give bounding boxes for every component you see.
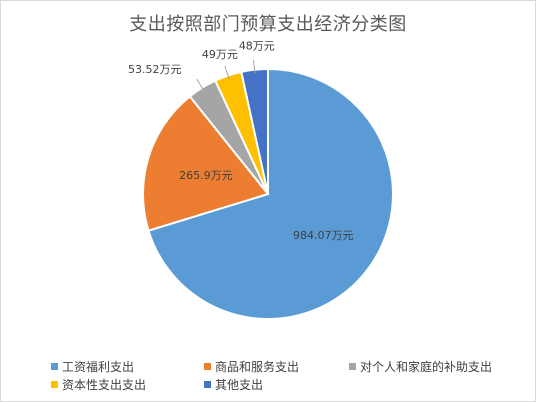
legend: 工资福利支出 商品和服务支出 对个人和家庭的补助支出 资本性支出支出 其他支出 [1, 350, 535, 400]
legend-label: 对个人和家庭的补助支出 [360, 360, 493, 374]
legend-label: 工资福利支出 [62, 360, 135, 374]
leader-line [252, 59, 256, 74]
legend-swatch [349, 363, 356, 370]
data-label-household-subsidies: 53.52万元 [128, 63, 182, 76]
chart-title: 支出按照部门预算支出经济分类图 [129, 14, 407, 35]
data-label-wages-benefits: 984.07万元 [293, 229, 354, 242]
legend-swatch [204, 381, 211, 388]
legend-item-wages-benefits: 工资福利支出 [51, 358, 134, 375]
legend-item-goods-services: 商品和服务支出 [204, 358, 299, 375]
legend-item-other-expenditure: 其他支出 [204, 376, 263, 393]
legend-label: 资本性支出支出 [62, 378, 147, 392]
legend-swatch [51, 363, 58, 370]
legend-swatch [204, 363, 211, 370]
pie-slice-goods-services [142, 95, 270, 232]
legend-item-capital-expenditure: 资本性支出支出 [51, 376, 146, 393]
data-label-other-expenditure: 48万元 [239, 40, 275, 53]
legend-item-household-subsidies: 对个人和家庭的补助支出 [349, 358, 492, 375]
leader-line [196, 79, 205, 92]
legend-label: 其他支出 [215, 378, 264, 392]
legend-swatch [51, 381, 58, 388]
data-label-capital-expenditure: 49万元 [202, 48, 238, 61]
leader-line [224, 65, 230, 80]
data-label-goods-services: 265.9万元 [179, 169, 233, 182]
pie-slice-wages-benefits [147, 67, 394, 320]
legend-label: 商品和服务支出 [215, 360, 300, 374]
